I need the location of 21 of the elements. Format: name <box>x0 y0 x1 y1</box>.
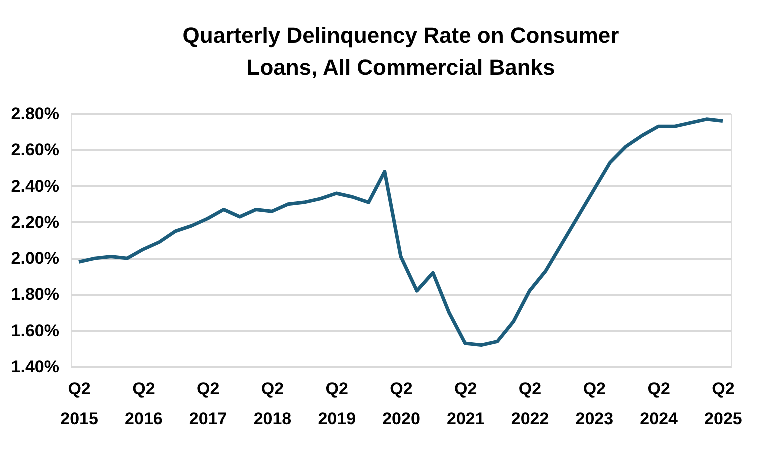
x-tick-label: Q2 2020 <box>382 380 420 428</box>
x-tick-label: Q2 2025 <box>704 380 742 428</box>
y-tick-label: 2.40% <box>11 176 60 196</box>
chart-title: Quarterly Delinquency Rate on Consumer Loans, All Commercial Banks <box>182 23 620 80</box>
y-tick-label: 2.60% <box>11 140 60 160</box>
y-tick-label: 2.20% <box>11 212 60 232</box>
y-tick-label: 1.80% <box>11 285 60 304</box>
x-tick-label: Q2 2023 <box>576 380 614 428</box>
x-tick-label: Q2 2019 <box>318 380 356 428</box>
x-tick-label: Q2 2024 <box>640 380 679 428</box>
y-tick-label: 1.60% <box>11 321 60 340</box>
x-tick-label: Q2 2021 <box>446 380 485 428</box>
line-series <box>77 118 725 348</box>
x-tick-label: Q2 2022 <box>511 380 550 428</box>
x-tick-label: Q2 2015 <box>60 380 98 428</box>
y-tick-label: 2.00% <box>11 249 60 268</box>
x-tick-label: Q2 2018 <box>254 380 292 428</box>
x-tick-label: Q2 2017 <box>189 380 228 428</box>
y-tick-label: 2.80% <box>11 104 60 124</box>
y-tick-label: 1.40% <box>11 358 60 376</box>
x-tick-label: Q2 2016 <box>125 380 163 428</box>
